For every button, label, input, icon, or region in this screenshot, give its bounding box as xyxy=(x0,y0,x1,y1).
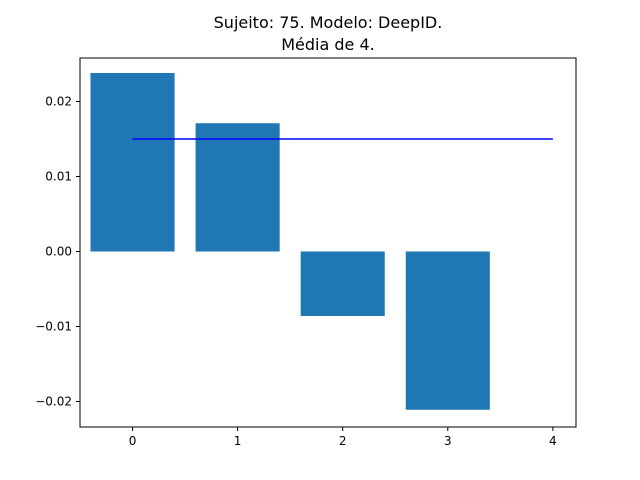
bar-0 xyxy=(90,73,175,252)
bar-3 xyxy=(405,251,490,410)
x-tick-label-2: 2 xyxy=(339,434,347,448)
chart-title-line-1: Sujeito: 75. Modelo: DeepID. xyxy=(214,13,443,32)
bar-1 xyxy=(195,123,280,252)
plot-area: 0 1 2 3 4 0.02 0.01 0.00 −0.01 −0.02 xyxy=(35,57,577,448)
x-tick-label-0: 0 xyxy=(129,434,137,448)
y-tick-label-0: 0.02 xyxy=(45,95,72,109)
chart-title-line-2: Média de 4. xyxy=(281,35,375,54)
bar-2 xyxy=(300,251,385,316)
y-tick-label-3: −0.01 xyxy=(35,320,72,334)
axes-frame xyxy=(79,57,577,428)
x-tick-label-3: 3 xyxy=(444,434,452,448)
y-tick-label-4: −0.02 xyxy=(35,395,72,409)
x-tick-label-4: 4 xyxy=(549,434,557,448)
y-tick-label-1: 0.01 xyxy=(45,170,72,184)
y-tick-label-2: 0.00 xyxy=(45,245,72,259)
x-tick-label-1: 1 xyxy=(234,434,242,448)
